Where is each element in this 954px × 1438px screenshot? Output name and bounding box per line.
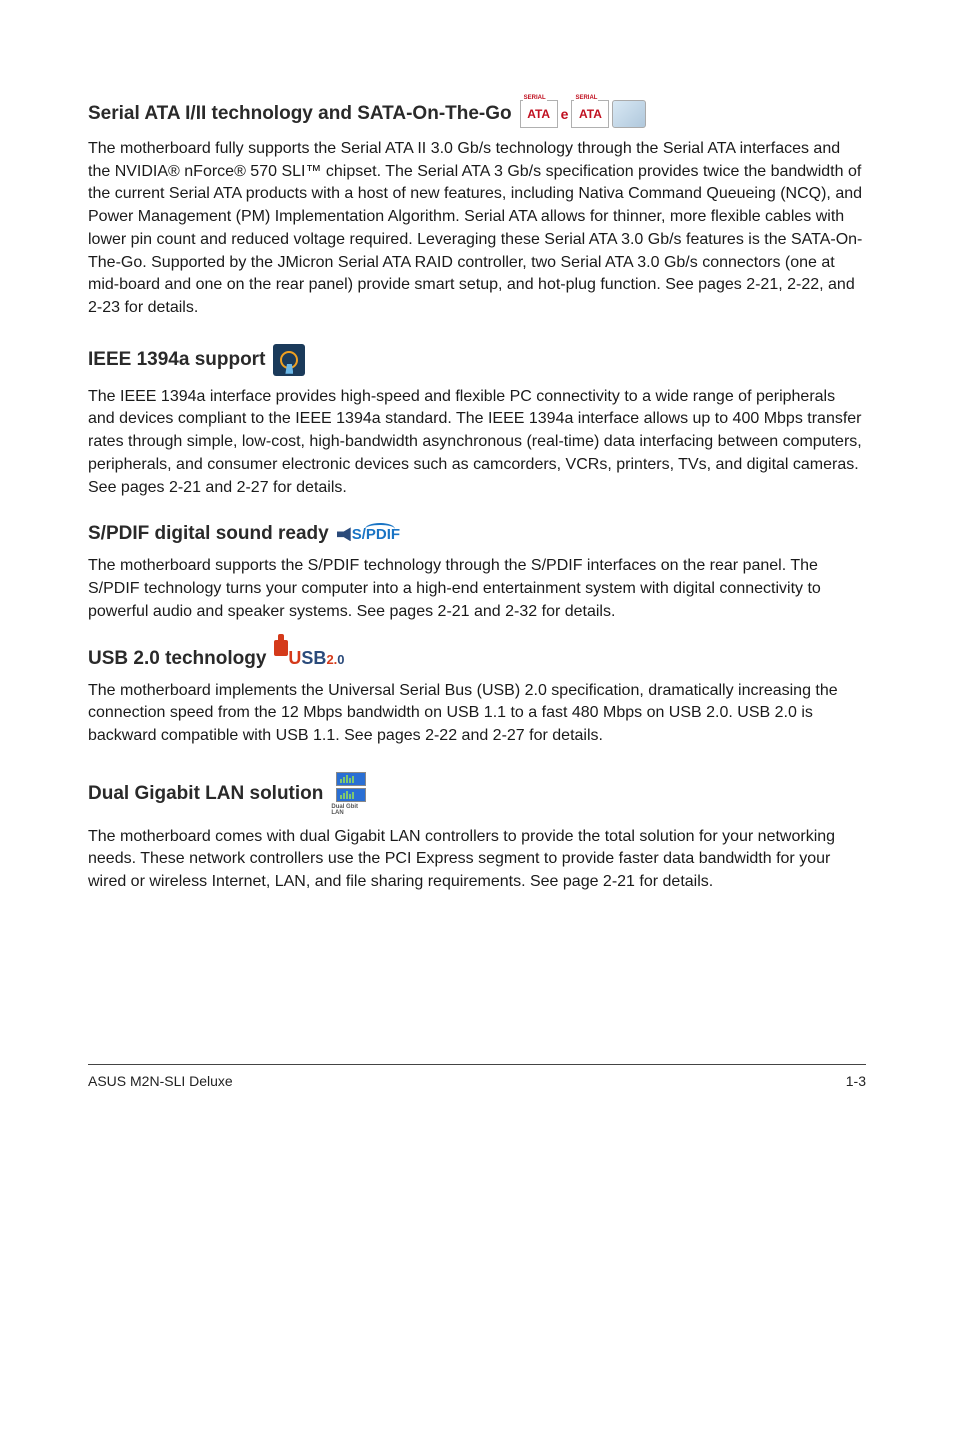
heading-spdif-text: S/PDIF digital sound ready — [88, 523, 329, 545]
serial-ata-icon-2: ATA — [571, 100, 609, 128]
usb-sb: SB — [301, 648, 326, 669]
body-spdif: The motherboard supports the S/PDIF tech… — [88, 555, 866, 623]
heading-ieee-text: IEEE 1394a support — [88, 349, 265, 371]
usb-logo-icon: USB2.0 — [274, 648, 344, 669]
heading-lan-text: Dual Gigabit LAN solution — [88, 783, 323, 805]
heading-sata: Serial ATA I/II technology and SATA-On-T… — [88, 100, 866, 128]
heading-usb-text: USB 2.0 technology — [88, 648, 266, 670]
section-lan: Dual Gigabit LAN solution Dual Gbit LAN … — [88, 772, 866, 894]
heading-usb: USB 2.0 technology USB2.0 — [88, 648, 866, 670]
page-footer: ASUS M2N-SLI Deluxe 1-3 — [88, 1064, 866, 1089]
heading-lan: Dual Gigabit LAN solution Dual Gbit LAN — [88, 772, 866, 816]
body-usb: The motherboard implements the Universal… — [88, 680, 866, 748]
sata-cable-icon — [612, 100, 646, 128]
heading-sata-text: Serial ATA I/II technology and SATA-On-T… — [88, 103, 512, 125]
body-sata: The motherboard fully supports the Seria… — [88, 138, 866, 320]
body-lan: The motherboard comes with dual Gigabit … — [88, 826, 866, 894]
section-spdif: S/PDIF digital sound ready S/PDIF The mo… — [88, 523, 866, 623]
usb-0: 0 — [337, 652, 344, 667]
usb-connector-icon — [274, 640, 288, 656]
heading-spdif: S/PDIF digital sound ready S/PDIF — [88, 523, 866, 545]
spdif-arc-icon — [365, 523, 395, 529]
body-ieee: The IEEE 1394a interface provides high-s… — [88, 386, 866, 500]
footer-left: ASUS M2N-SLI Deluxe — [88, 1073, 233, 1089]
usb-u: U — [288, 648, 301, 669]
heading-ieee: IEEE 1394a support — [88, 344, 866, 376]
sata-icons: ATA e ATA — [520, 100, 647, 128]
speaker-icon — [337, 527, 351, 541]
lan-screen-bottom — [336, 788, 366, 802]
lan-caption: Dual Gbit LAN — [331, 804, 371, 816]
spdif-logo-icon: S/PDIF — [337, 526, 431, 543]
serial-ata-icon: ATA — [520, 100, 558, 128]
ieee-1394-icon — [273, 344, 305, 376]
section-sata: Serial ATA I/II technology and SATA-On-T… — [88, 100, 866, 320]
dual-gigabit-lan-icon: Dual Gbit LAN — [331, 772, 371, 816]
section-ieee: IEEE 1394a support The IEEE 1394a interf… — [88, 344, 866, 500]
usb-2: 2. — [326, 652, 337, 667]
section-usb: USB 2.0 technology USB2.0 The motherboar… — [88, 648, 866, 748]
footer-right: 1-3 — [846, 1073, 866, 1089]
lan-screen-top — [336, 772, 366, 786]
e-sata-badge: e — [561, 106, 569, 122]
